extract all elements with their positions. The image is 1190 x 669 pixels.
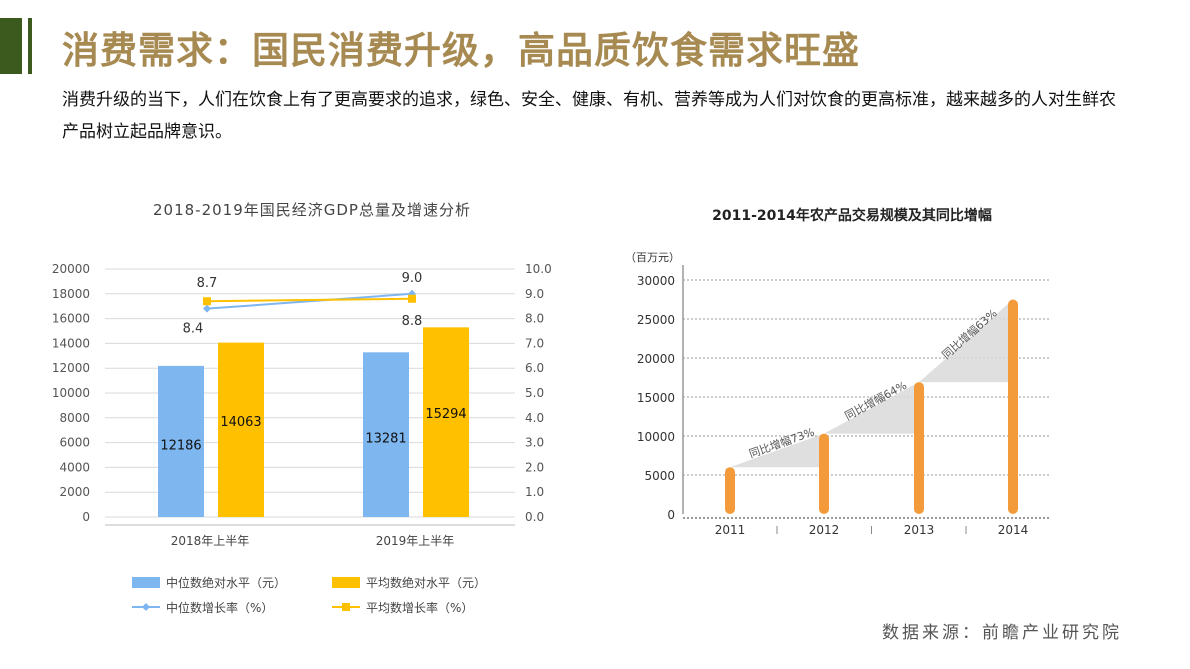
chart1-legend-marker — [142, 603, 150, 611]
chart2-tick: 0 — [667, 508, 675, 522]
chart1-legend-label: 平均数增长率（%） — [366, 600, 473, 615]
chart1-categories: 2018年上半年 2019年上半年 — [105, 524, 515, 548]
chart2-unit-label: （百万元） — [625, 251, 680, 264]
page-title: 消费需求：国民消费升级，高品质饮食需求旺盛 — [62, 29, 860, 72]
chart1-point — [203, 304, 211, 313]
chart2-tick: 30000 — [637, 274, 675, 288]
chart1-legend-marker — [342, 603, 350, 611]
chart1-title: 2018-2019年国民经济GDP总量及增速分析 — [153, 201, 471, 219]
chart1-right-tick: 9.0 — [525, 287, 544, 301]
chart1-left-tick: 10000 — [52, 386, 90, 400]
chart1-point — [203, 297, 211, 306]
chart1-right-tick: 0.0 — [525, 510, 544, 524]
chart2-bars — [725, 299, 1018, 514]
chart1-bar — [158, 365, 204, 517]
chart1-category-label: 2019年上半年 — [376, 534, 455, 548]
chart2-bar — [1008, 299, 1018, 514]
chart1-point-label: 8.4 — [183, 322, 204, 337]
chart1-legend-swatch — [332, 577, 360, 588]
accent-line — [28, 18, 32, 74]
chart1-point-label: 9.0 — [402, 271, 423, 286]
chart1-legend-label: 中位数绝对水平（元） — [166, 575, 286, 590]
chart1-right-tick: 6.0 — [525, 361, 544, 375]
chart1-right-tick: 5.0 — [525, 386, 544, 400]
chart1-right-axis: 0.0 1.0 2.0 3.0 4.0 5.0 6.0 7.0 8.0 9.0 10.0 — [525, 262, 552, 524]
chart1-point — [408, 294, 416, 303]
chart1-bar-label: 12186 — [160, 438, 201, 453]
page-description: 消费升级的当下，人们在饮食上有了更高要求的追求，绿色、安全、健康、有机、营养等成… — [62, 90, 1116, 142]
chart1-bar — [363, 352, 409, 517]
chart1-left-tick: 16000 — [52, 312, 90, 326]
chart2-growth-shading: 同比增幅73%同比增幅64%同比增幅63% — [730, 299, 1013, 468]
chart1-left-tick: 20000 — [52, 262, 90, 276]
chart1-right-tick: 4.0 — [525, 411, 544, 425]
chart1-right-tick: 8.0 — [525, 312, 544, 326]
chart2-title: 2011-2014年农产品交易规模及其同比增幅 — [712, 207, 992, 224]
chart2-bar — [819, 433, 829, 514]
chart1-legend-label: 平均数绝对水平（元） — [366, 575, 486, 590]
chart1-bars: 12186 13281 14063 15294 — [158, 327, 469, 517]
chart2-tick: 5000 — [644, 469, 675, 483]
chart1-left-tick: 18000 — [52, 287, 90, 301]
chart1-right-tick: 10.0 — [525, 262, 552, 276]
chart1-lines: 8.7 8.4 9.0 8.8 — [183, 271, 423, 337]
chart1-bar-label: 15294 — [425, 407, 466, 422]
chart1-legend-swatch — [132, 577, 160, 588]
chart2-category-label: 2014 — [998, 523, 1029, 535]
gdp-chart: 2018-2019年国民经济GDP总量及增速分析 0 2000 4000 6000 80… — [52, 201, 552, 615]
chart1-left-tick: 4000 — [59, 460, 90, 474]
chart1-bar-label: 13281 — [365, 432, 406, 447]
chart2-tick: 10000 — [637, 430, 675, 444]
chart2-grid — [682, 265, 1050, 514]
chart1-category-label: 2018年上半年 — [171, 534, 250, 548]
chart1-left-tick: 8000 — [59, 411, 90, 425]
source-note: 数据来源：前瞻产业研究院 — [882, 623, 1122, 643]
chart2-tick: 20000 — [637, 352, 675, 366]
chart1-left-tick: 14000 — [52, 336, 90, 350]
chart2-categories: 2011 2012 2013 2014 — [683, 517, 1050, 535]
chart1-point-label: 8.7 — [197, 276, 218, 291]
chart1-left-tick: 0 — [82, 510, 90, 524]
chart1-bar — [218, 342, 264, 517]
chart1-legend: 中位数绝对水平（元） 平均数绝对水平（元） 中位数增长率（%） 平均数增长率（%） — [132, 575, 486, 615]
chart2-bar — [914, 382, 924, 514]
chart1-left-tick: 12000 — [52, 361, 90, 375]
chart1-right-tick: 3.0 — [525, 436, 544, 450]
accent-bar — [0, 18, 22, 74]
chart1-bar-label: 14063 — [220, 415, 261, 430]
chart1-bar — [423, 327, 469, 517]
chart2-left-axis: 0 5000 10000 15000 20000 25000 30000 — [637, 274, 675, 522]
chart1-right-tick: 7.0 — [525, 336, 544, 350]
chart2-category-label: 2011 — [715, 523, 746, 535]
chart2-bar — [725, 467, 735, 514]
chart1-point-label: 8.8 — [402, 314, 423, 329]
chart2-category-label: 2013 — [904, 523, 935, 535]
chart1-right-tick: 2.0 — [525, 460, 544, 474]
chart1-right-tick: 1.0 — [525, 485, 544, 499]
chart1-left-tick: 2000 — [59, 485, 90, 499]
chart1-line — [206, 297, 413, 303]
chart2-category-label: 2012 — [809, 523, 840, 535]
chart1-legend-label: 中位数增长率（%） — [166, 600, 273, 615]
chart1-left-axis: 0 2000 4000 6000 8000 10000 12000 14000 16000 180… — [52, 262, 90, 524]
chart1-line — [206, 292, 413, 310]
chart2-tick: 25000 — [637, 313, 675, 327]
chart2-tick: 15000 — [637, 391, 675, 405]
chart1-left-tick: 6000 — [59, 436, 90, 450]
trade-chart: 2011-2014年农产品交易规模及其同比增幅 （百万元） 0 5000 10000… — [625, 207, 1050, 535]
